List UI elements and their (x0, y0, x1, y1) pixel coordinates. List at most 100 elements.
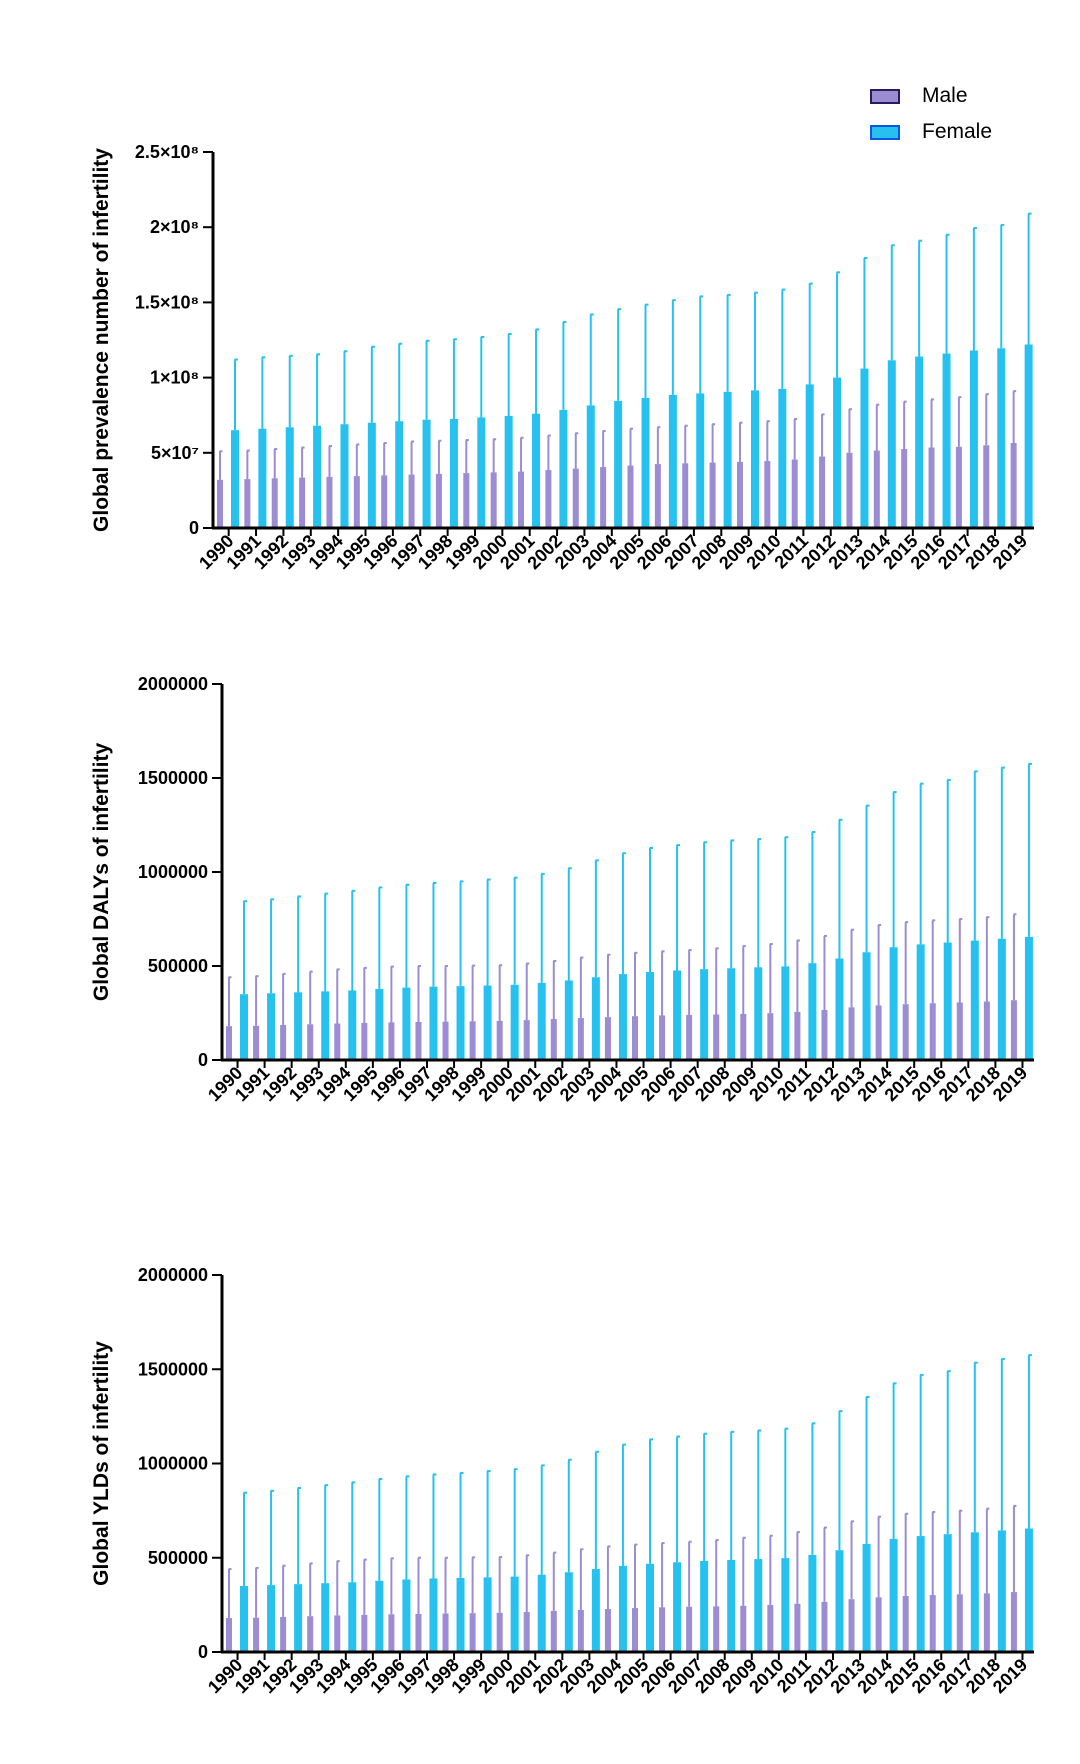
male-bar (353, 476, 360, 528)
male-bar (873, 450, 880, 528)
female-bar (862, 1543, 871, 1652)
female-bar (1024, 936, 1033, 1060)
female-bar (456, 1577, 465, 1652)
female-bar (997, 348, 1006, 528)
male-bar (518, 471, 525, 528)
female-bar (916, 1536, 925, 1652)
male-bar (791, 459, 798, 528)
y-tick-label: 1000000 (138, 862, 208, 882)
male-bar (983, 1593, 990, 1652)
female-bar (477, 417, 486, 528)
female-bar (754, 1559, 763, 1652)
y-axis-label: Global prevalence number of infertility (90, 148, 113, 532)
y-tick-label: 0 (198, 1642, 208, 1662)
female-bar (313, 425, 322, 528)
male-bar (523, 1020, 530, 1060)
male-bar (983, 1001, 990, 1060)
male-bar (253, 1025, 260, 1060)
male-bar (794, 1011, 801, 1060)
female-bar (969, 350, 978, 528)
female-bar (267, 1585, 276, 1652)
female-bar (668, 394, 677, 528)
male-bar (713, 1014, 720, 1060)
female-bar (618, 1565, 627, 1652)
female-bar (862, 952, 871, 1060)
female-bar (348, 990, 357, 1060)
male-bar (1010, 1592, 1017, 1652)
female-bar (614, 400, 623, 528)
legend-item-female: Female (870, 114, 992, 150)
female-bar (727, 1560, 736, 1652)
y-tick-label: 2.5×10⁸ (135, 142, 199, 162)
female-bar (943, 1534, 952, 1652)
male-bar (490, 472, 497, 528)
female-bar (727, 968, 736, 1060)
male-bar (334, 1023, 341, 1060)
male-bar (848, 1007, 855, 1060)
male-bar (577, 1609, 584, 1652)
y-tick-label: 500000 (148, 956, 208, 976)
male-bar (1010, 443, 1017, 528)
male-bar (463, 473, 470, 528)
y-tick-label: 1.5×10⁸ (135, 292, 199, 312)
female-bar (483, 1577, 492, 1652)
male-bar (632, 1608, 638, 1652)
female-bar (1024, 1528, 1033, 1652)
female-bar (781, 966, 790, 1060)
female-bar (294, 1584, 303, 1652)
male-bar (550, 1019, 557, 1060)
chart-panel-1: 1990199119921993199419951996199719981999… (90, 142, 1034, 573)
female-bar (646, 1563, 654, 1652)
female-bar (915, 356, 924, 528)
female-bar (375, 988, 384, 1060)
y-tick-label: 2000000 (138, 674, 208, 694)
male-bar (1010, 1000, 1017, 1060)
male-bar (271, 478, 278, 528)
female-bar (367, 422, 376, 528)
male-bar (253, 1617, 260, 1652)
female-bar (997, 938, 1006, 1060)
female-bar (673, 970, 682, 1060)
female-bar (997, 1530, 1006, 1652)
female-bar (781, 1558, 790, 1652)
male-bar (604, 1609, 611, 1652)
y-tick-label: 2000000 (138, 1265, 208, 1285)
male-bar (929, 1595, 936, 1652)
male-bar (307, 1616, 314, 1652)
male-bar (767, 1605, 774, 1652)
male-bar (983, 445, 990, 528)
male-bar (928, 447, 935, 528)
legend-label-male: Male (922, 84, 968, 107)
male-bar (299, 477, 306, 528)
female-bar (750, 390, 759, 528)
male-bar (902, 1004, 909, 1060)
female-bar (537, 1574, 546, 1652)
female-bar (835, 958, 844, 1060)
female-bar (808, 963, 817, 1060)
female-bar (641, 397, 650, 528)
legend-item-male: Male (870, 78, 992, 114)
y-tick-label: 500000 (148, 1548, 208, 1568)
female-bar (483, 985, 492, 1060)
male-bar (659, 1015, 666, 1060)
male-swatch-icon (870, 88, 900, 104)
male-bar (334, 1615, 341, 1652)
male-bar (764, 461, 771, 528)
male-bar (956, 1594, 963, 1652)
male-bar (442, 1613, 449, 1652)
female-bar (700, 1560, 709, 1652)
female-bar (429, 1578, 438, 1652)
male-bar (388, 1614, 395, 1652)
male-bar (686, 1014, 693, 1060)
female-bar (833, 377, 842, 528)
male-bar (682, 463, 689, 528)
y-tick-label: 0 (198, 1050, 208, 1070)
female-bar (559, 409, 568, 528)
male-bar (415, 1022, 422, 1060)
female-bar (564, 980, 573, 1060)
male-bar (496, 1020, 503, 1060)
female-bar (402, 987, 411, 1060)
male-bar (572, 468, 579, 528)
chart-panel-3: 1990199119921993199419951996199719981999… (90, 1265, 1034, 1697)
